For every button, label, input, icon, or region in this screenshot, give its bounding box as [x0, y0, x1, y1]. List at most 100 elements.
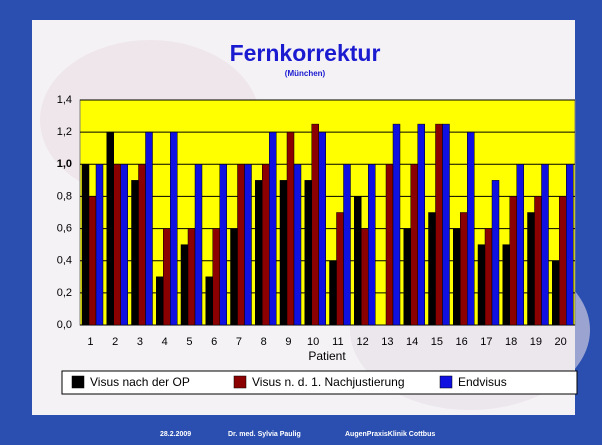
bar [287, 132, 294, 325]
bar [559, 196, 566, 325]
bar [368, 164, 375, 325]
footer-author: Dr. med. Sylvia Paulig [228, 431, 301, 438]
x-tick-label: 7 [236, 336, 242, 348]
bar [107, 132, 114, 325]
bar [188, 229, 195, 325]
bar [528, 213, 535, 326]
x-tick-label: 15 [431, 336, 443, 348]
bar [132, 180, 139, 325]
bar [262, 164, 269, 325]
bar [89, 196, 96, 325]
bar [535, 196, 542, 325]
bar [231, 229, 238, 325]
bar [566, 164, 573, 325]
legend-label: Endvisus [458, 375, 507, 389]
bar [443, 124, 450, 325]
y-tick-label: 1,4 [57, 94, 72, 106]
bar [453, 229, 460, 325]
bar [146, 132, 153, 325]
bar [344, 164, 351, 325]
bar [82, 164, 89, 325]
bar [503, 245, 510, 325]
bar [280, 180, 287, 325]
bar [213, 229, 220, 325]
bar [156, 277, 163, 325]
bar [305, 180, 312, 325]
legend-swatch [234, 376, 246, 388]
y-tick-label: 1,0 [57, 158, 72, 170]
y-tick-label: 0,2 [57, 287, 72, 299]
legend-label: Visus nach der OP [90, 375, 190, 389]
chart-subtitle: (München) [285, 69, 326, 78]
bar [478, 245, 485, 325]
legend-label: Visus n. d. 1. Nachjustierung [252, 375, 405, 389]
x-tick-label: 10 [307, 336, 319, 348]
x-tick-label: 13 [381, 336, 393, 348]
x-tick-label: 4 [162, 336, 168, 348]
x-axis-label: Patient [308, 349, 346, 363]
bar [354, 196, 361, 325]
bar [269, 132, 276, 325]
bar [220, 164, 227, 325]
bar [195, 164, 202, 325]
bar [319, 132, 326, 325]
bar [245, 164, 252, 325]
bar [552, 261, 559, 325]
bar [255, 180, 262, 325]
x-tick-label: 6 [211, 336, 217, 348]
bar [163, 229, 170, 325]
bar [492, 180, 499, 325]
bar [429, 213, 436, 326]
y-tick-label: 0,0 [57, 319, 72, 331]
x-tick-label: 1 [87, 336, 93, 348]
x-tick-label: 9 [285, 336, 291, 348]
bar [542, 164, 549, 325]
bar [361, 229, 368, 325]
bar [460, 213, 467, 326]
x-tick-label: 20 [555, 336, 567, 348]
bar [404, 229, 411, 325]
bar [312, 124, 319, 325]
chart-title: Fernkorrektur [230, 40, 381, 66]
x-tick-label: 18 [505, 336, 517, 348]
bar [418, 124, 425, 325]
bar [114, 164, 121, 325]
bar [121, 164, 128, 325]
x-tick-label: 11 [332, 336, 343, 348]
x-tick-label: 12 [357, 336, 369, 348]
bar [436, 124, 443, 325]
x-tick-label: 8 [261, 336, 267, 348]
bar [96, 164, 103, 325]
bar [330, 261, 337, 325]
slide: Fernkorrektur (München) Patient 28.2.200… [0, 0, 602, 445]
bar [181, 245, 188, 325]
x-tick-label: 5 [186, 336, 192, 348]
bar [170, 132, 177, 325]
bar [337, 213, 344, 326]
footer-clinic: AugenPraxisKlinik Cottbus [345, 431, 435, 438]
bar [386, 164, 393, 325]
y-tick-label: 0,6 [57, 222, 72, 234]
x-tick-label: 16 [456, 336, 468, 348]
plot-area [80, 100, 575, 325]
bar [485, 229, 492, 325]
bar [467, 132, 474, 325]
bar [393, 124, 400, 325]
x-tick-label: 14 [406, 336, 418, 348]
y-tick-label: 0,4 [57, 255, 72, 267]
bar [517, 164, 524, 325]
x-tick-label: 3 [137, 336, 143, 348]
x-tick-label: 2 [112, 336, 118, 348]
bar [238, 164, 245, 325]
y-tick-label: 1,2 [57, 126, 72, 138]
footer-date: 28.2.2009 [160, 431, 191, 438]
y-tick-label: 0,8 [57, 190, 72, 202]
legend-swatch [72, 376, 84, 388]
bar [139, 164, 146, 325]
x-tick-label: 19 [530, 336, 542, 348]
bar [206, 277, 213, 325]
x-tick-label: 17 [480, 336, 492, 348]
bar [411, 164, 418, 325]
legend-swatch [440, 376, 452, 388]
bar [510, 196, 517, 325]
